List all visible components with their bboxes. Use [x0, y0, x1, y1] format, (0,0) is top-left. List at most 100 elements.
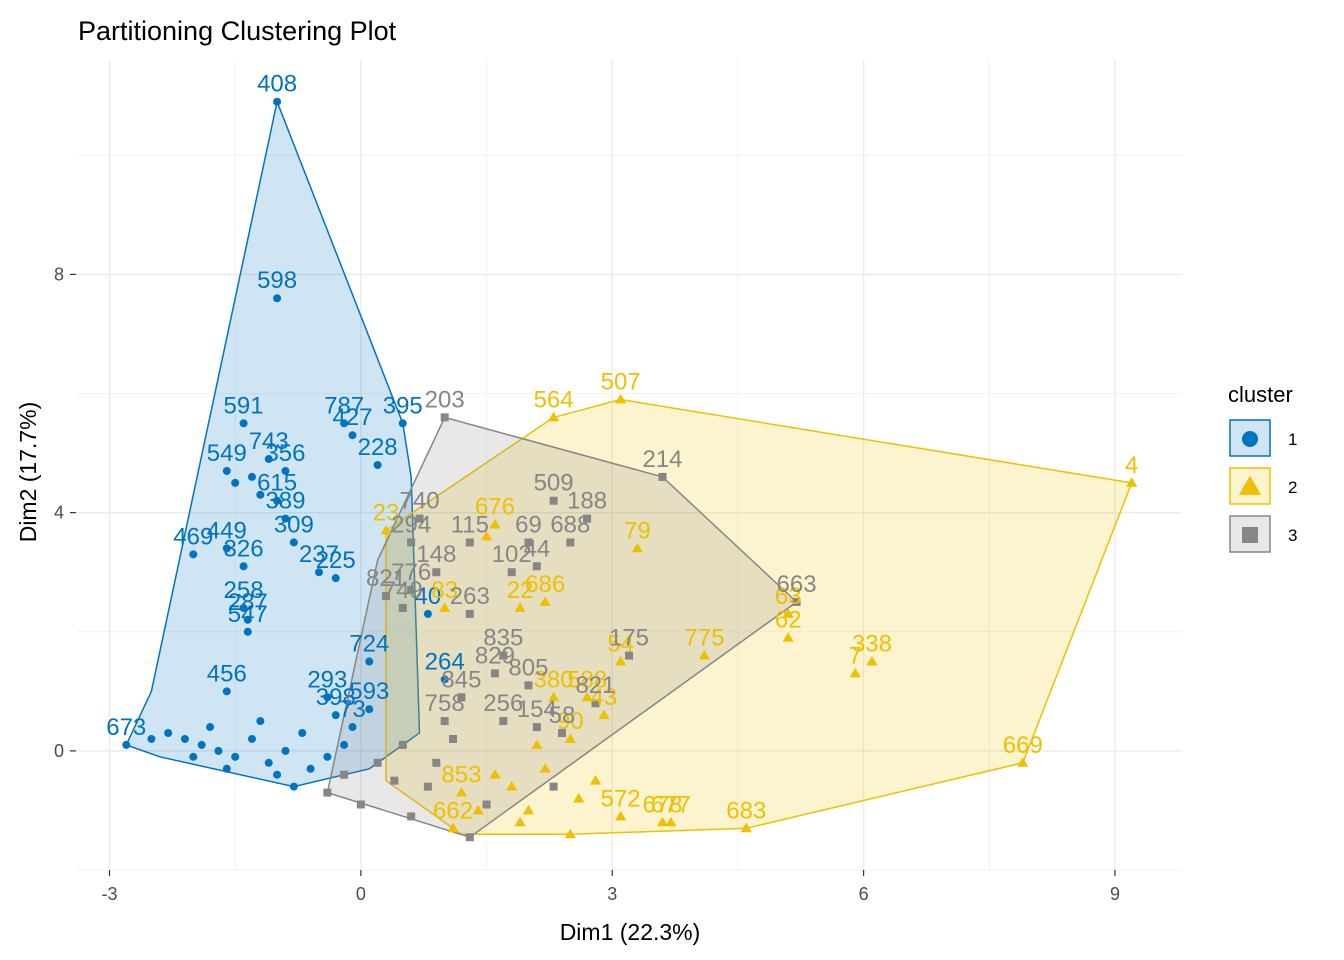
cluster-1-point: [264, 758, 273, 767]
point-label: 683: [726, 797, 766, 824]
cluster-2-point: [539, 596, 551, 606]
cluster-2-point: [514, 602, 526, 612]
cluster-2-point: [564, 828, 576, 839]
cluster-3-point: [792, 597, 801, 606]
cluster-1-point: [331, 574, 340, 583]
cluster-3-point: [457, 693, 466, 702]
cluster-2-point: [581, 691, 593, 702]
legend-label-2: 2: [1288, 478, 1297, 497]
point-label: 564: [534, 386, 574, 413]
cluster-1-point: [247, 472, 256, 481]
cluster-2-point: [866, 655, 878, 666]
point-label: 427: [332, 404, 372, 431]
point-label: 79: [624, 517, 651, 544]
point-label: 776: [391, 559, 431, 586]
point-label: 294: [391, 511, 431, 538]
cluster-1-point: [239, 603, 248, 612]
cluster-2-point: [1017, 757, 1029, 767]
cluster-1-point: [440, 675, 449, 684]
cluster-3-point: [382, 592, 391, 601]
legend-label-1: 1: [1288, 430, 1297, 449]
cluster-2-point: [740, 822, 752, 833]
point-label: 228: [358, 434, 398, 461]
cluster-1-point: [365, 705, 374, 714]
cluster-3-point: [549, 782, 558, 791]
point-label: 40: [415, 583, 442, 610]
point-label: 588: [567, 666, 607, 693]
x-tick-label: 9: [1110, 884, 1120, 904]
cluster-3-point: [440, 717, 449, 726]
point-label: 845: [441, 666, 481, 693]
cluster-3-point: [499, 651, 508, 660]
cluster-1-point: [197, 740, 206, 749]
cluster-1-point: [298, 729, 307, 738]
point-label: 821: [575, 672, 615, 699]
point-label: 326: [224, 535, 264, 562]
cluster-1-point: [273, 294, 282, 303]
cluster-1-point: [423, 609, 432, 618]
cluster-3-point: [524, 538, 533, 547]
cluster-1-point: [264, 455, 273, 464]
point-label: 829: [475, 642, 515, 669]
x-tick-label: -3: [102, 884, 118, 904]
point-label: 389: [265, 488, 305, 515]
point-label: 677: [651, 791, 691, 818]
point-label: 54: [607, 631, 634, 658]
cluster-3-point: [557, 729, 566, 738]
cluster-1-point: [222, 687, 231, 696]
cluster-3-point: [524, 681, 533, 690]
point-label: 338: [852, 631, 892, 658]
point-label: 662: [433, 797, 473, 824]
cluster-2-point: [598, 709, 610, 720]
point-label: 62: [775, 607, 802, 634]
point-label: 724: [349, 631, 389, 658]
cluster-2-point: [615, 393, 627, 404]
cluster-3-point: [465, 833, 474, 842]
point-label: 293: [307, 666, 347, 693]
point-label: 73: [339, 696, 366, 723]
legend-title: cluster: [1228, 382, 1293, 407]
point-label: 256: [483, 690, 523, 717]
point-label: 264: [425, 648, 465, 675]
point-label: 7: [849, 642, 862, 669]
point-label: 758: [425, 690, 465, 717]
cluster-1-point: [323, 693, 332, 702]
cluster-3-point: [465, 609, 474, 618]
cluster-1-point: [243, 627, 252, 636]
cluster-3-point: [356, 800, 365, 809]
cluster-3-point: [423, 782, 432, 791]
cluster-2-point: [573, 792, 585, 803]
cluster-2-point: [631, 542, 643, 553]
cluster-3-point: [490, 669, 499, 678]
cluster-1-point: [239, 419, 248, 428]
point-label: 225: [316, 547, 356, 574]
cluster-3-point: [323, 788, 332, 797]
cluster-1-point: [348, 723, 357, 732]
cluster-3-point: [432, 568, 441, 577]
cluster-3-point: [482, 800, 491, 809]
point-label: 591: [224, 392, 264, 419]
legend-marker-1: [1242, 431, 1258, 447]
cluster-1-point: [206, 723, 215, 732]
point-label: 263: [450, 583, 490, 610]
cluster-2-point: [665, 816, 677, 827]
point-label: 509: [534, 470, 574, 497]
point-label: 673: [106, 714, 146, 741]
point-label: 356: [265, 440, 305, 467]
cluster-1-point: [373, 461, 382, 469]
cluster-1-point: [122, 740, 131, 749]
point-label: 469: [173, 523, 213, 550]
point-label: 821: [366, 565, 406, 592]
cluster-1-point: [256, 490, 265, 499]
point-label: 69: [515, 511, 542, 538]
grid: [76, 60, 1182, 871]
point-label: 148: [416, 541, 456, 568]
point-label: 115: [451, 511, 489, 538]
legend-label-3: 3: [1288, 526, 1297, 545]
cluster-1-point: [189, 752, 198, 761]
cluster-2-point: [455, 786, 468, 797]
cluster-2-point: [615, 810, 627, 821]
cluster-3-point: [583, 514, 592, 523]
point-label: 676: [475, 494, 515, 521]
point-label: 58: [549, 702, 576, 729]
